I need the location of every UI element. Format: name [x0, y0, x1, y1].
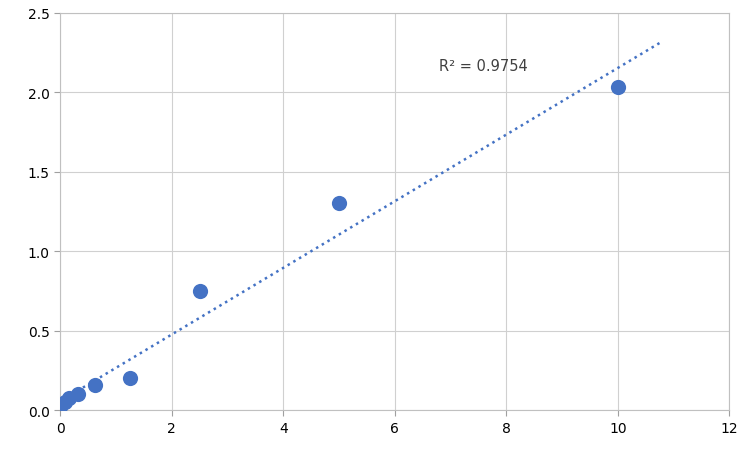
Point [54, 404, 66, 411]
Point [124, 375, 136, 382]
Point [71, 391, 83, 398]
Text: R² = 0.9754: R² = 0.9754 [439, 59, 528, 74]
Point [193, 288, 205, 295]
Point [333, 200, 345, 207]
Point [89, 382, 101, 389]
Point [63, 394, 75, 401]
Point [59, 399, 71, 406]
Point [612, 84, 624, 92]
